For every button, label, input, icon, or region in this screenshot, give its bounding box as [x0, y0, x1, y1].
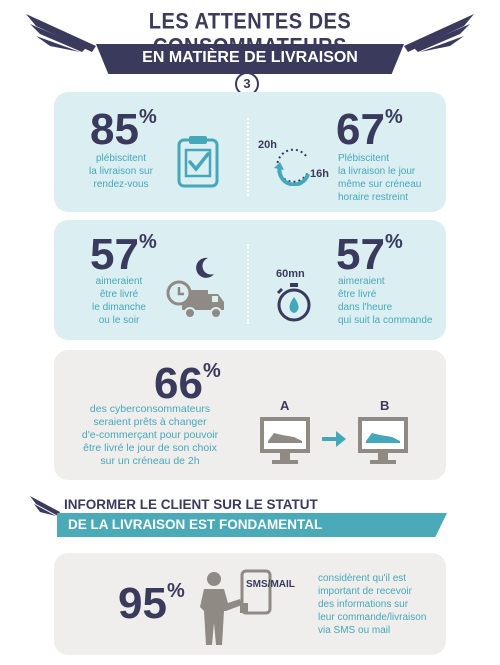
timer-label: 60mn	[276, 268, 305, 280]
page-subtitle: EN MATIÈRE DE LIVRAISON	[142, 49, 358, 66]
small-wing-icon	[30, 496, 60, 516]
stat-57-sunday: 57%	[90, 230, 157, 279]
monitor-shoe-a-icon	[260, 417, 310, 464]
stat-95-description: considèrent qu'il est important de recevo…	[318, 573, 427, 636]
panel-divider	[247, 244, 249, 324]
stat-85: 85%	[90, 105, 157, 154]
stat-value: 57	[336, 230, 385, 279]
stat-66: 66%	[154, 359, 221, 408]
label-b: B	[380, 398, 390, 413]
label-a: A	[280, 398, 290, 413]
stat-unit: %	[166, 580, 185, 602]
right-wing-icon	[404, 14, 474, 52]
stat-57-hour-description: aimeraient être livré dans l'heure qui suit…	[338, 276, 433, 326]
delivery-truck-icon	[166, 280, 224, 319]
stat-unit: %	[384, 231, 403, 253]
clock-rewind-icon	[274, 148, 310, 186]
arrow-right-icon	[322, 431, 346, 447]
stat-67: 67%	[336, 105, 403, 154]
section-bar-text: DE LA LIVRAISON EST FONDAMENTAL	[68, 517, 323, 532]
section-title: INFORMER LE CLIENT SUR LE STATUT	[64, 497, 318, 512]
panel-divider	[247, 118, 249, 196]
stat-57-sunday-description: aimeraient être livré le dimanche ou le soi…	[92, 276, 146, 326]
stat-value: 66	[154, 359, 203, 408]
person-phone-icon	[200, 569, 272, 645]
stat-value: 85	[90, 105, 139, 154]
section-bar	[57, 513, 447, 537]
stat-value: 67	[336, 105, 385, 154]
stat-unit: %	[138, 231, 157, 253]
stats-panel-1	[54, 92, 446, 212]
stat-value: 57	[90, 230, 139, 279]
stat-66-description: des cyberconsommateurs seraient prêts à c…	[81, 403, 219, 467]
stopwatch-icon	[276, 283, 311, 322]
clock-from-label: 20h	[258, 139, 277, 151]
left-wing-icon	[26, 14, 96, 52]
stat-unit: %	[202, 360, 221, 382]
monitor-shoe-b-icon	[358, 417, 408, 464]
stats-panel-2	[54, 220, 446, 340]
moon-icon	[196, 257, 214, 278]
stat-57-hour: 57%	[336, 230, 403, 279]
phone-label: SMS/MAIL	[246, 579, 295, 590]
stat-95: 95%	[118, 579, 185, 628]
stat-unit: %	[138, 106, 157, 128]
subtitle-banner	[96, 44, 404, 74]
stat-value: 95	[118, 579, 167, 628]
stat-67-description: Plébiscitent la livraison le jour même sur…	[338, 153, 422, 203]
clipboard-check-icon	[177, 136, 219, 188]
stat-85-description: plébiscitent la livraison sur rendez-vous	[89, 153, 153, 190]
stat-unit: %	[384, 106, 403, 128]
clock-to-label: 16h	[310, 168, 329, 180]
